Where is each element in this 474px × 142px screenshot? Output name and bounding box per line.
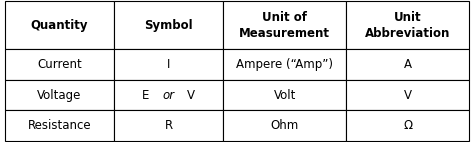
Bar (223, 80, 346, 110)
Bar (114, 1, 223, 49)
Text: Unit
Abbreviation: Unit Abbreviation (365, 11, 450, 40)
Text: V: V (404, 88, 412, 102)
Bar (346, 80, 469, 110)
Bar (346, 49, 469, 80)
Text: Unit of
Measurement: Unit of Measurement (239, 11, 330, 40)
Text: Symbol: Symbol (144, 19, 193, 32)
Bar (5, 49, 114, 80)
Bar (5, 80, 114, 110)
Text: Volt: Volt (273, 88, 296, 102)
Bar (114, 110, 223, 141)
Bar (223, 110, 346, 141)
Text: E: E (142, 88, 149, 102)
Text: Quantity: Quantity (30, 19, 88, 32)
Text: Resistance: Resistance (27, 119, 91, 132)
Text: V: V (187, 88, 195, 102)
Text: or: or (163, 88, 174, 102)
Bar (223, 1, 346, 49)
Bar (114, 49, 223, 80)
Text: I: I (167, 58, 170, 71)
Bar (346, 1, 469, 49)
Bar (346, 110, 469, 141)
Text: R: R (164, 119, 173, 132)
Bar (5, 1, 114, 49)
Text: A: A (404, 58, 412, 71)
Text: Ω: Ω (403, 119, 412, 132)
Text: Ampere (“Amp”): Ampere (“Amp”) (236, 58, 333, 71)
Bar (5, 110, 114, 141)
Bar (223, 49, 346, 80)
Bar (114, 80, 223, 110)
Text: Voltage: Voltage (37, 88, 82, 102)
Text: Current: Current (37, 58, 82, 71)
Text: Ohm: Ohm (271, 119, 299, 132)
